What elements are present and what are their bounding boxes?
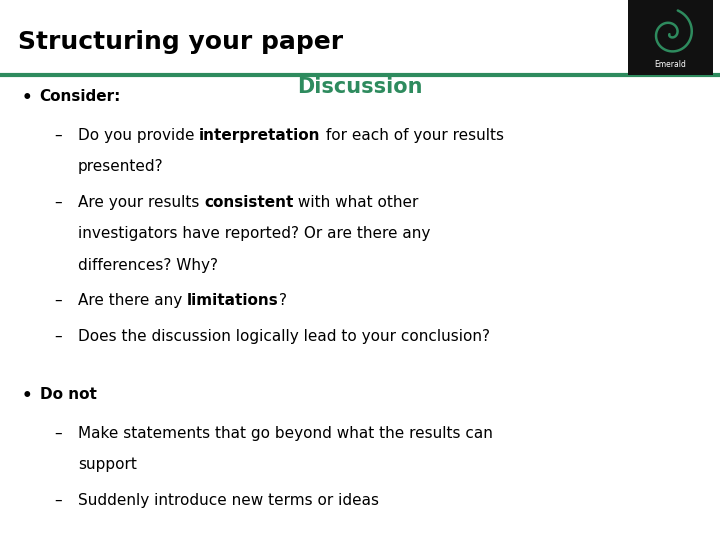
Text: Make statements that go beyond what the results can: Make statements that go beyond what the … (78, 426, 492, 441)
Text: Are there any: Are there any (78, 293, 187, 308)
FancyBboxPatch shape (628, 0, 713, 75)
Text: •: • (22, 89, 32, 107)
Text: •: • (22, 387, 32, 405)
Text: for each of your results: for each of your results (320, 128, 503, 143)
Text: support: support (78, 457, 137, 472)
Text: –: – (54, 426, 62, 441)
Text: differences? Why?: differences? Why? (78, 258, 217, 273)
Text: –: – (54, 329, 62, 344)
Text: limitations: limitations (187, 293, 279, 308)
Text: Structuring your paper: Structuring your paper (18, 30, 343, 53)
Text: –: – (54, 293, 62, 308)
Text: Emerald: Emerald (654, 59, 686, 69)
Text: Do not: Do not (40, 387, 96, 402)
Text: Discussion: Discussion (297, 77, 423, 97)
Text: –: – (54, 493, 62, 508)
Text: presented?: presented? (78, 159, 163, 174)
Text: interpretation: interpretation (199, 128, 320, 143)
Text: investigators have reported? Or are there any: investigators have reported? Or are ther… (78, 226, 430, 241)
Text: ?: ? (279, 293, 287, 308)
Text: –: – (54, 195, 62, 210)
Text: consistent: consistent (204, 195, 293, 210)
Text: with what other: with what other (293, 195, 419, 210)
Text: Do you provide: Do you provide (78, 128, 199, 143)
Text: Consider:: Consider: (40, 89, 121, 104)
Text: Are your results: Are your results (78, 195, 204, 210)
Text: –: – (54, 128, 62, 143)
Text: Suddenly introduce new terms or ideas: Suddenly introduce new terms or ideas (78, 493, 379, 508)
Text: Does the discussion logically lead to your conclusion?: Does the discussion logically lead to yo… (78, 329, 490, 344)
